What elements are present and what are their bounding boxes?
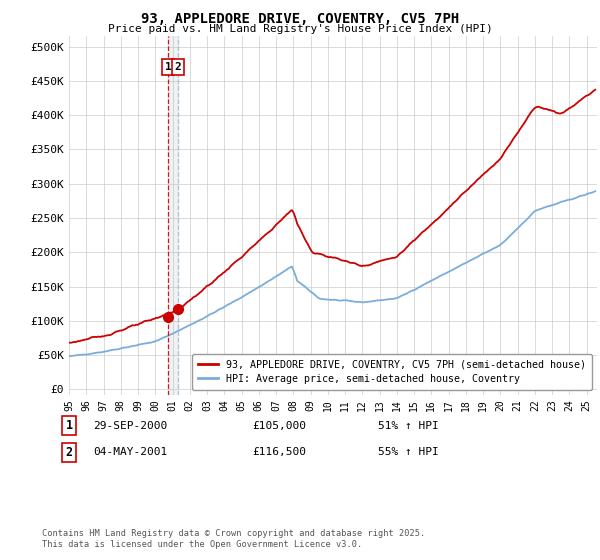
Text: 2: 2	[175, 62, 182, 72]
Text: 51% ↑ HPI: 51% ↑ HPI	[378, 421, 439, 431]
Text: 04-MAY-2001: 04-MAY-2001	[93, 447, 167, 458]
Text: 93, APPLEDORE DRIVE, COVENTRY, CV5 7PH: 93, APPLEDORE DRIVE, COVENTRY, CV5 7PH	[141, 12, 459, 26]
Text: 2: 2	[65, 446, 73, 459]
Text: £105,000: £105,000	[252, 421, 306, 431]
Text: Price paid vs. HM Land Registry's House Price Index (HPI): Price paid vs. HM Land Registry's House …	[107, 24, 493, 34]
Text: Contains HM Land Registry data © Crown copyright and database right 2025.
This d: Contains HM Land Registry data © Crown c…	[42, 529, 425, 549]
Text: £116,500: £116,500	[252, 447, 306, 458]
Text: 55% ↑ HPI: 55% ↑ HPI	[378, 447, 439, 458]
Text: 29-SEP-2000: 29-SEP-2000	[93, 421, 167, 431]
Legend: 93, APPLEDORE DRIVE, COVENTRY, CV5 7PH (semi-detached house), HPI: Average price: 93, APPLEDORE DRIVE, COVENTRY, CV5 7PH (…	[192, 354, 592, 390]
Text: 1: 1	[165, 62, 172, 72]
Bar	[168, 36, 178, 395]
Text: 1: 1	[65, 419, 73, 432]
